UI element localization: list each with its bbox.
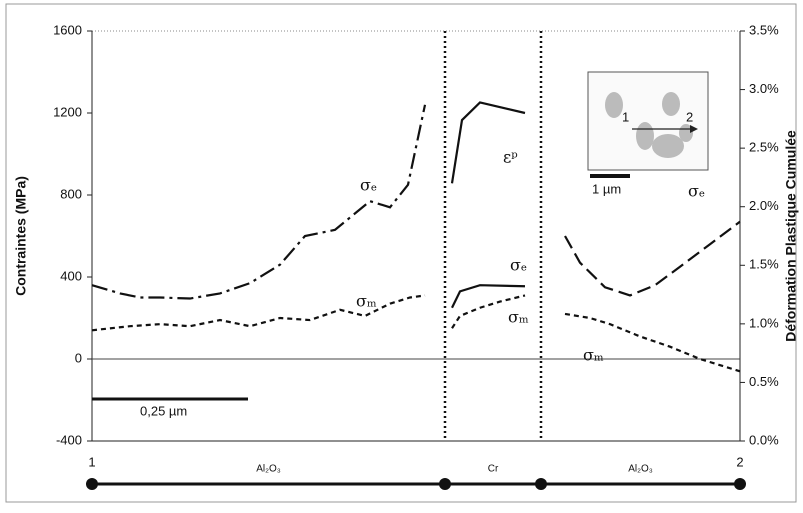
figure-frame (5, 3, 797, 503)
inset-grain (662, 92, 680, 116)
series-line (451, 294, 526, 329)
y2-tick-label: 3.5% (749, 22, 779, 37)
y2-tick-label: 1.5% (749, 257, 779, 272)
annotation: σₘ (508, 308, 529, 327)
y2-axis-title: Déformation Plastique Cumulée (783, 130, 799, 342)
annotation: σₑ (688, 182, 705, 201)
track-node (535, 478, 547, 490)
track-start: 1 (88, 454, 95, 469)
y-tick-label: -400 (56, 432, 82, 447)
track-end: 2 (736, 454, 743, 469)
y2-tick-label: 2.0% (749, 198, 779, 213)
track-node (734, 478, 746, 490)
inset-label: 2 (686, 109, 693, 124)
annotation: σₘ (583, 346, 604, 365)
y2-tick-label: 3.0% (749, 81, 779, 96)
track-node (439, 478, 451, 490)
inset: 1 2 1 µm (587, 71, 709, 196)
track-label: Cr (488, 464, 499, 475)
inset-frame (587, 71, 709, 171)
annotation: σₑ (510, 256, 527, 275)
y-tick-label: 400 (60, 268, 82, 283)
series-line (451, 284, 526, 309)
y-tick-label: 800 (60, 186, 82, 201)
inset-grain (605, 92, 623, 118)
inset-label: 1 (622, 109, 629, 124)
inset-grain (652, 134, 684, 158)
y2-tick-label: 0.5% (749, 374, 779, 389)
y-tick-label: 0 (75, 350, 82, 365)
series-line (91, 104, 427, 300)
y-axis-title: Contraintes (MPa) (13, 176, 29, 296)
series-line (564, 220, 741, 297)
inset-scale-label: 1 µm (592, 181, 621, 196)
y2-tick-label: 1.0% (749, 315, 779, 330)
annotation: εᵖ (503, 148, 518, 167)
track-node (86, 478, 98, 490)
annotation: σₑ (360, 176, 377, 195)
inset-grain (636, 122, 654, 150)
series-line (91, 294, 426, 332)
annotation: 0,25 µm (140, 403, 187, 418)
y2-tick-label: 2.5% (749, 140, 779, 155)
track-label: Al₂O₃ (256, 464, 281, 475)
y-tick-label: 1600 (53, 22, 82, 37)
y2-tick-label: 0.0% (749, 432, 779, 447)
annotation: σₘ (356, 292, 377, 311)
y-tick-label: 1200 (53, 104, 82, 119)
track-label: Al₂O₃ (628, 464, 653, 475)
series-line (450, 101, 526, 184)
inset-arrowhead (690, 125, 698, 133)
